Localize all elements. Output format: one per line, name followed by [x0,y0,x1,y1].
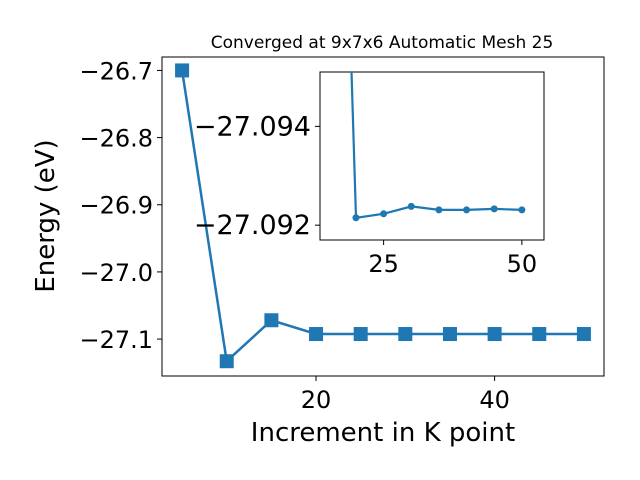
inset-data-point-marker [490,205,498,213]
inset-series [350,72,526,222]
inset-data-point-marker [352,214,360,222]
main-plot-frame [161,56,605,377]
inset-data-point-marker [435,206,443,214]
data-point-marker [219,354,234,369]
data-point-marker [398,327,413,342]
inset-y-tick-label: −27.092 [194,210,311,241]
data-point-marker [175,63,190,78]
main-y-tick-label: −27.0 [79,259,153,287]
main-y-tick-label: −26.7 [79,57,153,85]
series-line [180,70,584,364]
data-point-marker [576,327,591,342]
y-axis-label: Energy (eV) [31,139,61,292]
data-point-marker [353,327,368,342]
main-x-tick-label: 20 [301,386,332,414]
main-series [175,63,591,369]
inset-x-tick-label: 25 [368,250,399,278]
inset-x-axis: 25 50 [368,240,537,278]
main-x-axis: 20 40 [301,376,510,414]
main-y-tick-label: −26.9 [79,192,153,220]
inset-x-tick-label: 50 [507,250,538,278]
inset-y-tick-label: −27.094 [194,111,311,142]
inset-data-point-marker [407,202,415,210]
data-point-marker [487,327,502,342]
inset-data-point-marker [518,206,526,214]
data-point-marker [442,327,457,342]
inset-data-point-marker [463,206,471,214]
inset-series-line [350,72,522,220]
main-y-axis: −26.7 −26.8 −26.9 −27.0 −27.1 [79,57,162,354]
inset-y-axis: −27.094 −27.092 [194,111,320,241]
data-point-marker [532,327,547,342]
inset-plot-frame [319,71,545,241]
data-point-marker [264,313,279,328]
x-axis-label: Increment in K point [251,418,515,448]
data-point-marker [309,327,324,342]
chart-title: Converged at 9x7x6 Automatic Mesh 25 [211,33,554,53]
main-y-tick-label: −27.1 [79,326,153,354]
main-y-tick-label: −26.8 [79,125,153,153]
main-x-tick-label: 40 [479,386,510,414]
inset-data-point-marker [380,210,388,218]
